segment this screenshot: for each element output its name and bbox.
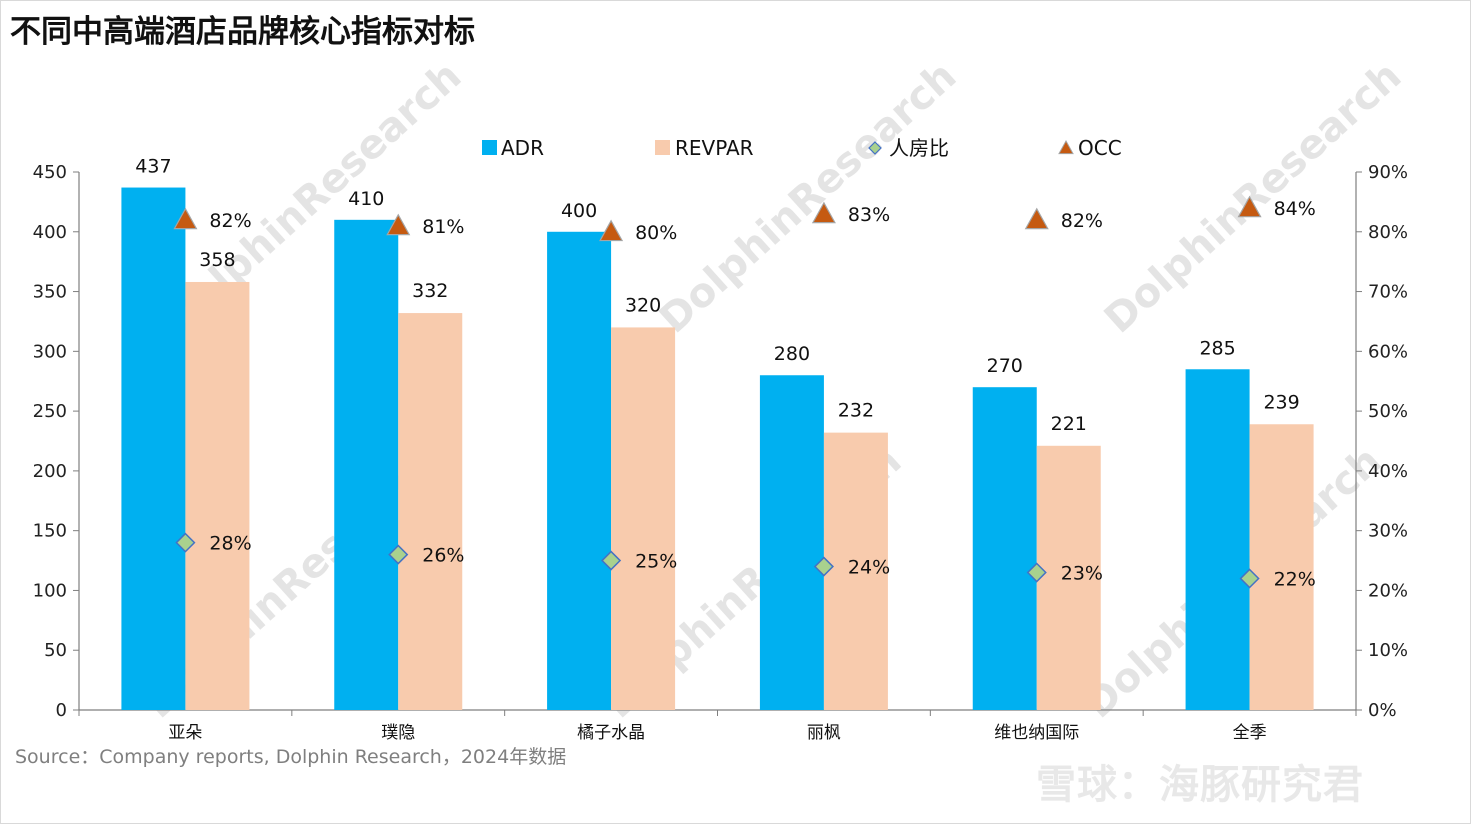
bar-adr-value-label: 410 bbox=[348, 188, 384, 210]
legend-swatch-adr bbox=[482, 140, 497, 155]
bar-revpar-value-label: 221 bbox=[1051, 413, 1087, 435]
marker-occ bbox=[811, 201, 836, 224]
chart-title: 不同中高端酒店品牌核心指标对标 bbox=[10, 14, 475, 50]
marker-ratio-value-label: 24% bbox=[848, 557, 890, 579]
y-left-tick-label: 400 bbox=[33, 222, 67, 243]
marker-ratio bbox=[388, 544, 409, 565]
y-right-tick-label: 10% bbox=[1368, 640, 1408, 661]
bar-revpar-value-label: 358 bbox=[199, 249, 235, 271]
y-left-tick-label: 150 bbox=[33, 521, 67, 542]
legend-label-occ: OCC bbox=[1078, 136, 1122, 160]
bar-revpar-value-label: 232 bbox=[838, 400, 874, 422]
y-right-tick-label: 40% bbox=[1368, 461, 1408, 482]
bar-revpar bbox=[185, 281, 250, 710]
watermark-text: DolphinResearch bbox=[1096, 53, 1410, 342]
bar-adr bbox=[547, 231, 612, 710]
marker-occ-value-label: 82% bbox=[1061, 210, 1103, 232]
y-left-tick-label: 350 bbox=[33, 282, 67, 303]
y-left-tick-label: 0 bbox=[56, 700, 67, 721]
bar-revpar bbox=[398, 313, 463, 710]
axes: 0 50 100 150 200 250 300 350 400 450 0% 10% 20% 30% 40… bbox=[33, 162, 1408, 743]
bar-revpar bbox=[1249, 424, 1314, 710]
legend-label-revpar: REVPAR bbox=[675, 136, 754, 160]
bar-adr-value-label: 285 bbox=[1199, 337, 1235, 359]
bar-adr-value-label: 280 bbox=[774, 343, 810, 365]
marker-ratio bbox=[813, 556, 834, 577]
bar-adr-value-label: 400 bbox=[561, 200, 597, 222]
x-category-label: 丽枫 bbox=[807, 723, 841, 743]
source-note: Source：Company reports, Dolphin Research… bbox=[15, 746, 567, 768]
y-left-tick-label: 100 bbox=[33, 580, 67, 601]
marker-occ-value-label: 81% bbox=[422, 216, 464, 238]
bar-revpar bbox=[823, 432, 888, 710]
x-category-label: 维也纳国际 bbox=[994, 723, 1079, 743]
bar-adr bbox=[759, 375, 824, 710]
y-left-tick-label: 200 bbox=[33, 461, 67, 482]
marker-ratio bbox=[1026, 562, 1047, 583]
y-right-tick-label: 80% bbox=[1368, 222, 1408, 243]
x-category-label: 全季 bbox=[1233, 723, 1267, 743]
y-right-tick-label: 50% bbox=[1368, 401, 1408, 422]
footer-brand-watermark: 雪球：海豚研究君 bbox=[1036, 762, 1364, 808]
marker-occ bbox=[386, 213, 411, 236]
marker-occ bbox=[173, 207, 198, 230]
bar-revpar bbox=[611, 327, 676, 710]
bar-revpar-value-label: 332 bbox=[412, 280, 448, 302]
x-category-label: 璞隐 bbox=[381, 723, 415, 743]
bar-adr bbox=[334, 219, 399, 711]
bar-revpar-value-label: 320 bbox=[625, 294, 661, 316]
legend-swatch-occ bbox=[1058, 139, 1074, 155]
markers: 28% 82% 26% 81% 25% 80% 24% 83% 23% 82% 22% 84% bbox=[173, 195, 1316, 590]
marker-ratio-value-label: 26% bbox=[422, 545, 464, 567]
y-right-tick-label: 20% bbox=[1368, 580, 1408, 601]
y-left-tick-label: 250 bbox=[33, 401, 67, 422]
y-right-tick-label: 60% bbox=[1368, 341, 1408, 362]
bar-revpar-value-label: 239 bbox=[1263, 391, 1299, 413]
y-right-tick-label: 0% bbox=[1368, 700, 1397, 721]
marker-ratio bbox=[175, 532, 196, 553]
x-category-label: 亚朵 bbox=[168, 723, 202, 743]
marker-ratio-value-label: 25% bbox=[635, 551, 677, 573]
marker-ratio-value-label: 23% bbox=[1061, 563, 1103, 585]
y-right-tick-label: 90% bbox=[1368, 162, 1408, 183]
y-left-tick-label: 300 bbox=[33, 341, 67, 362]
legend-label-adr: ADR bbox=[501, 136, 544, 160]
watermark-text: DolphinResearch bbox=[651, 53, 965, 342]
legend: ADR REVPAR 人房比 OCC bbox=[482, 136, 1122, 160]
marker-occ-value-label: 83% bbox=[848, 204, 890, 226]
legend-label-ratio: 人房比 bbox=[889, 136, 949, 160]
bar-adr-value-label: 270 bbox=[987, 355, 1023, 377]
marker-occ-value-label: 82% bbox=[209, 210, 251, 232]
marker-occ bbox=[1237, 195, 1262, 218]
legend-swatch-ratio bbox=[868, 141, 882, 155]
marker-ratio-value-label: 22% bbox=[1274, 568, 1316, 590]
y-left-tick-label: 50 bbox=[44, 640, 67, 661]
x-category-label: 橘子水晶 bbox=[577, 723, 645, 743]
y-left-tick-label: 450 bbox=[33, 162, 67, 183]
bars: 437 358 410 332 400 320 280 232 270 221 285 239 bbox=[121, 156, 1314, 711]
bar-adr-value-label: 437 bbox=[135, 156, 171, 178]
y-right-tick-label: 30% bbox=[1368, 521, 1408, 542]
marker-occ bbox=[1024, 207, 1049, 230]
legend-swatch-revpar bbox=[655, 140, 670, 155]
marker-ratio bbox=[1239, 568, 1260, 589]
bar-revpar bbox=[1036, 445, 1101, 710]
marker-occ-value-label: 84% bbox=[1274, 198, 1316, 220]
marker-ratio bbox=[601, 550, 622, 571]
marker-ratio-value-label: 28% bbox=[209, 533, 251, 555]
bar-adr bbox=[1185, 369, 1250, 710]
bar-adr bbox=[972, 387, 1037, 710]
bar-adr bbox=[121, 187, 186, 710]
y-right-tick-label: 70% bbox=[1368, 282, 1408, 303]
marker-occ-value-label: 80% bbox=[635, 222, 677, 244]
marker-occ bbox=[599, 219, 624, 242]
